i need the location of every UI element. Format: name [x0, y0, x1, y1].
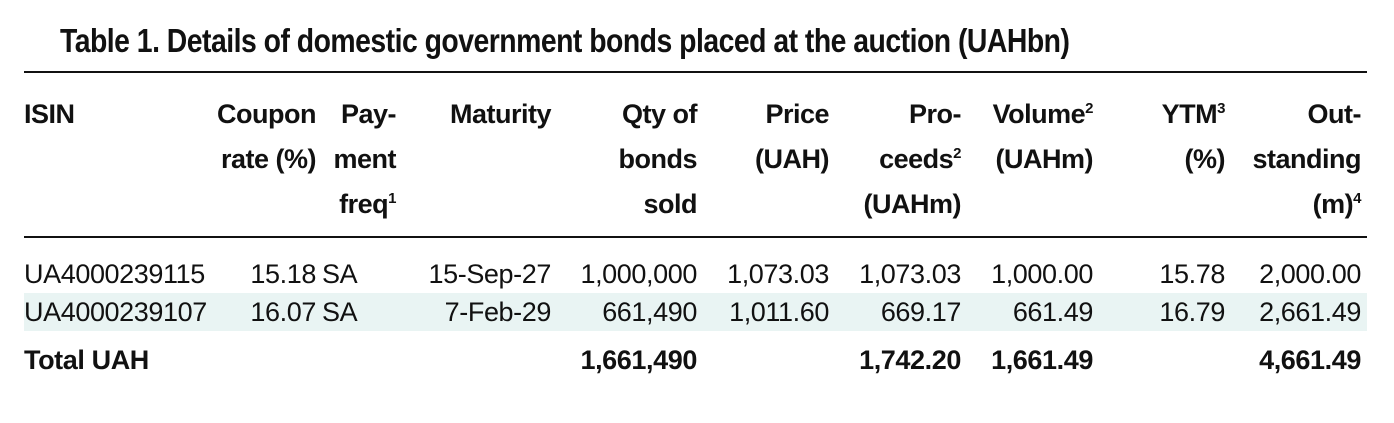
footnote-marker: 2	[1085, 100, 1093, 117]
total-proceeds: 1,742.20	[859, 345, 961, 375]
cell-outstanding: 2,000.00	[1259, 259, 1361, 289]
col-header-line: Price	[765, 99, 829, 129]
col-header-line: Out-	[1307, 99, 1362, 129]
col-header-ytm: YTM3 (%)	[1099, 92, 1231, 234]
col-header-proceeds: Pro-ceeds2 (UAHm)	[835, 92, 967, 234]
col-header-coupon: Coupon rate (%)	[214, 92, 322, 234]
total-label: Total UAH	[24, 345, 149, 375]
col-header-line: standing	[1252, 144, 1362, 174]
cell-volume: 661.49	[967, 293, 1099, 331]
cell-price: 1,011.60	[703, 293, 835, 331]
top-rule	[24, 71, 1367, 73]
cell-price: 1,073.03	[727, 259, 829, 289]
footnote-marker: 4	[1353, 190, 1361, 207]
cell-volume: 1,000.00	[991, 259, 1093, 289]
cell-qty: 1,000,000	[580, 259, 697, 289]
total-price	[703, 331, 835, 389]
header-row: ISIN Coupon rate (%) Pay-ment freq1 Maturi…	[24, 92, 1367, 234]
cell-outstanding: 2,661.49	[1231, 293, 1367, 331]
col-header-qty: Qty of bonds sold	[557, 92, 703, 234]
col-header-line: ISIN	[24, 99, 75, 129]
table-row: UA4000239107 16.07 SA 7-Feb-29 661,490 1…	[24, 293, 1367, 331]
col-header-line: Qty of	[622, 99, 698, 129]
cell-coupon: 16.07	[214, 293, 322, 331]
col-header-line: (UAHm)	[863, 189, 962, 219]
footnote-marker: 3	[1217, 100, 1225, 117]
col-header-line: Pay-	[340, 99, 397, 129]
col-header-price: Price (UAH)	[703, 92, 835, 234]
header-rule	[24, 236, 1367, 238]
cell-qty: 661,490	[557, 293, 703, 331]
cell-coupon: 15.18	[250, 259, 316, 289]
col-header-line: (UAHm)	[995, 144, 1094, 174]
cell-isin: UA4000239107	[24, 293, 214, 331]
col-header-maturity: Maturity	[402, 92, 557, 234]
cell-proceeds: 1,073.03	[859, 259, 961, 289]
table-title: Table 1. Details of domestic government …	[60, 22, 1070, 59]
col-header-line: ment	[333, 144, 396, 174]
total-row: Total UAH 1,661,490 1,742.20 1,661.49 4,…	[24, 331, 1367, 389]
total-volume: 1,661.49	[991, 345, 1093, 375]
col-header-line: (m)4	[1312, 189, 1362, 219]
col-header-line: Coupon	[217, 99, 316, 129]
total-ytm	[1099, 331, 1231, 389]
col-header-line: ceeds2	[879, 144, 961, 174]
col-header-line: (%)	[1184, 144, 1226, 174]
col-header-line: Volume2	[992, 99, 1094, 129]
col-header-line: YTM3	[1161, 99, 1226, 129]
col-header-outstanding: Out-standing (m)4	[1231, 92, 1367, 234]
footnote-marker: 1	[388, 190, 396, 207]
col-header-line: freq1	[339, 189, 396, 219]
cell-ytm: 15.78	[1159, 259, 1225, 289]
col-header-payment-freq: Pay-ment freq1	[322, 92, 402, 234]
total-outstanding: 4,661.49	[1259, 345, 1361, 375]
cell-freq: SA	[322, 259, 358, 289]
col-header-line: Maturity	[449, 99, 552, 129]
col-header-volume: Volume2 (UAHm)	[967, 92, 1099, 234]
total-qty: 1,661,490	[580, 345, 697, 375]
cell-proceeds: 669.17	[835, 293, 967, 331]
table-row: UA4000239115 15.18 SA 15-Sep-27 1,000,00…	[24, 255, 1367, 293]
cell-freq: SA	[322, 293, 402, 331]
footnote-marker: 2	[953, 145, 961, 162]
cell-maturity: 15-Sep-27	[428, 259, 552, 289]
cell-isin: UA4000239115	[24, 259, 205, 289]
col-header-line: Pro-	[909, 99, 962, 129]
cell-ytm: 16.79	[1099, 293, 1231, 331]
col-header-line: sold	[643, 189, 697, 219]
cell-maturity: 7-Feb-29	[402, 293, 557, 331]
col-header-line: (UAH)	[755, 144, 829, 174]
col-header-line: rate (%)	[220, 144, 317, 174]
col-header-line: bonds	[618, 144, 698, 174]
col-header-isin: ISIN	[24, 92, 214, 234]
bond-table: ISIN Coupon rate (%) Pay-ment freq1 Maturi…	[24, 92, 1367, 389]
